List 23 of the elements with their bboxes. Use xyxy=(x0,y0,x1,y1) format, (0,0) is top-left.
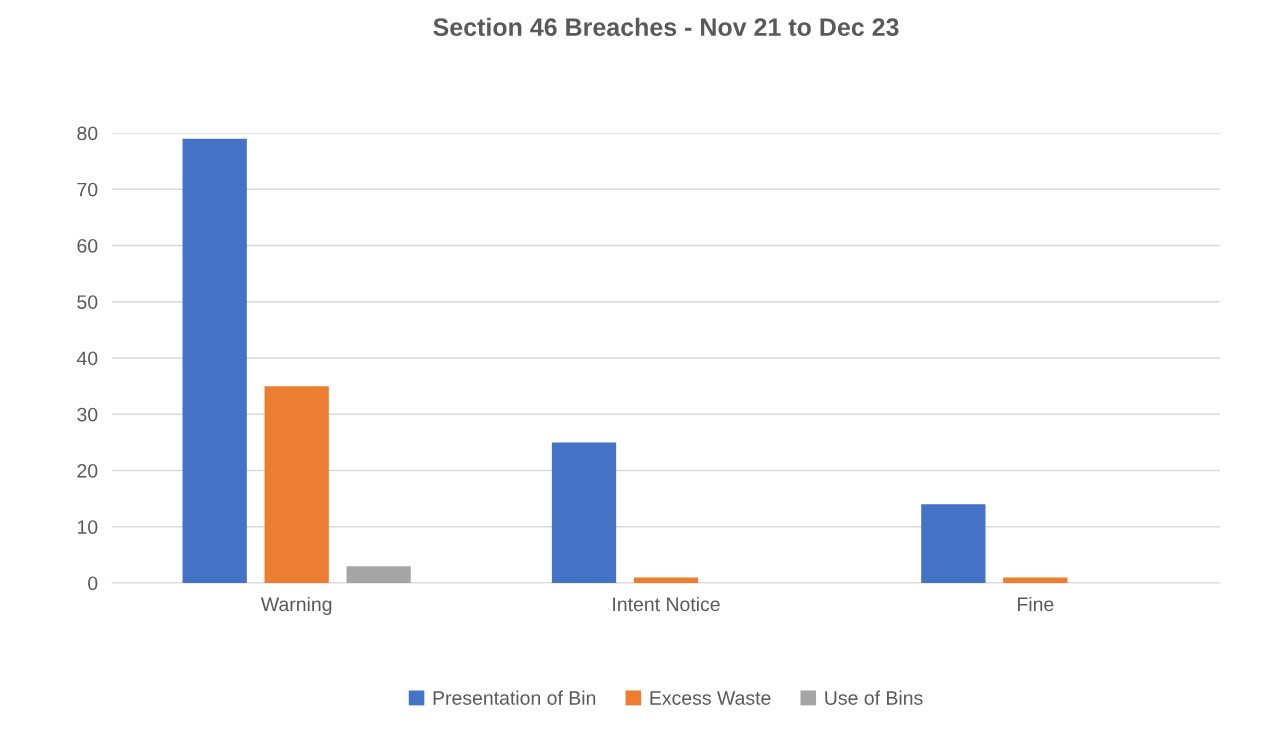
legend-label: Presentation of Bin xyxy=(433,690,596,705)
y-tick-label: 30 xyxy=(77,407,98,422)
bar xyxy=(182,138,247,583)
bar xyxy=(346,566,411,583)
y-tick-label: 50 xyxy=(77,295,98,309)
legend-label: Use of Bins xyxy=(825,690,923,705)
bar xyxy=(551,442,617,583)
bar xyxy=(1003,577,1068,583)
y-tick-label: 0 xyxy=(88,576,98,591)
x-tick-label: Warning xyxy=(260,596,332,616)
bar xyxy=(921,504,986,583)
bar xyxy=(633,577,699,583)
y-tick-label: 80 xyxy=(77,126,98,141)
chart-title: Section 46 Breaches - Nov 21 to Dec 23 xyxy=(433,17,899,37)
legend-label: Excess Waste xyxy=(650,691,771,705)
y-tick-label: 40 xyxy=(76,351,98,366)
x-tick-label: Fine xyxy=(1018,596,1054,612)
y-tick-label: 20 xyxy=(77,463,98,478)
x-tick-label: Intent Notice xyxy=(613,596,720,612)
y-tick-label: 60 xyxy=(77,238,98,253)
y-tick-label: 70 xyxy=(77,182,98,197)
bar xyxy=(264,386,329,583)
y-tick-label: 10 xyxy=(77,520,98,534)
